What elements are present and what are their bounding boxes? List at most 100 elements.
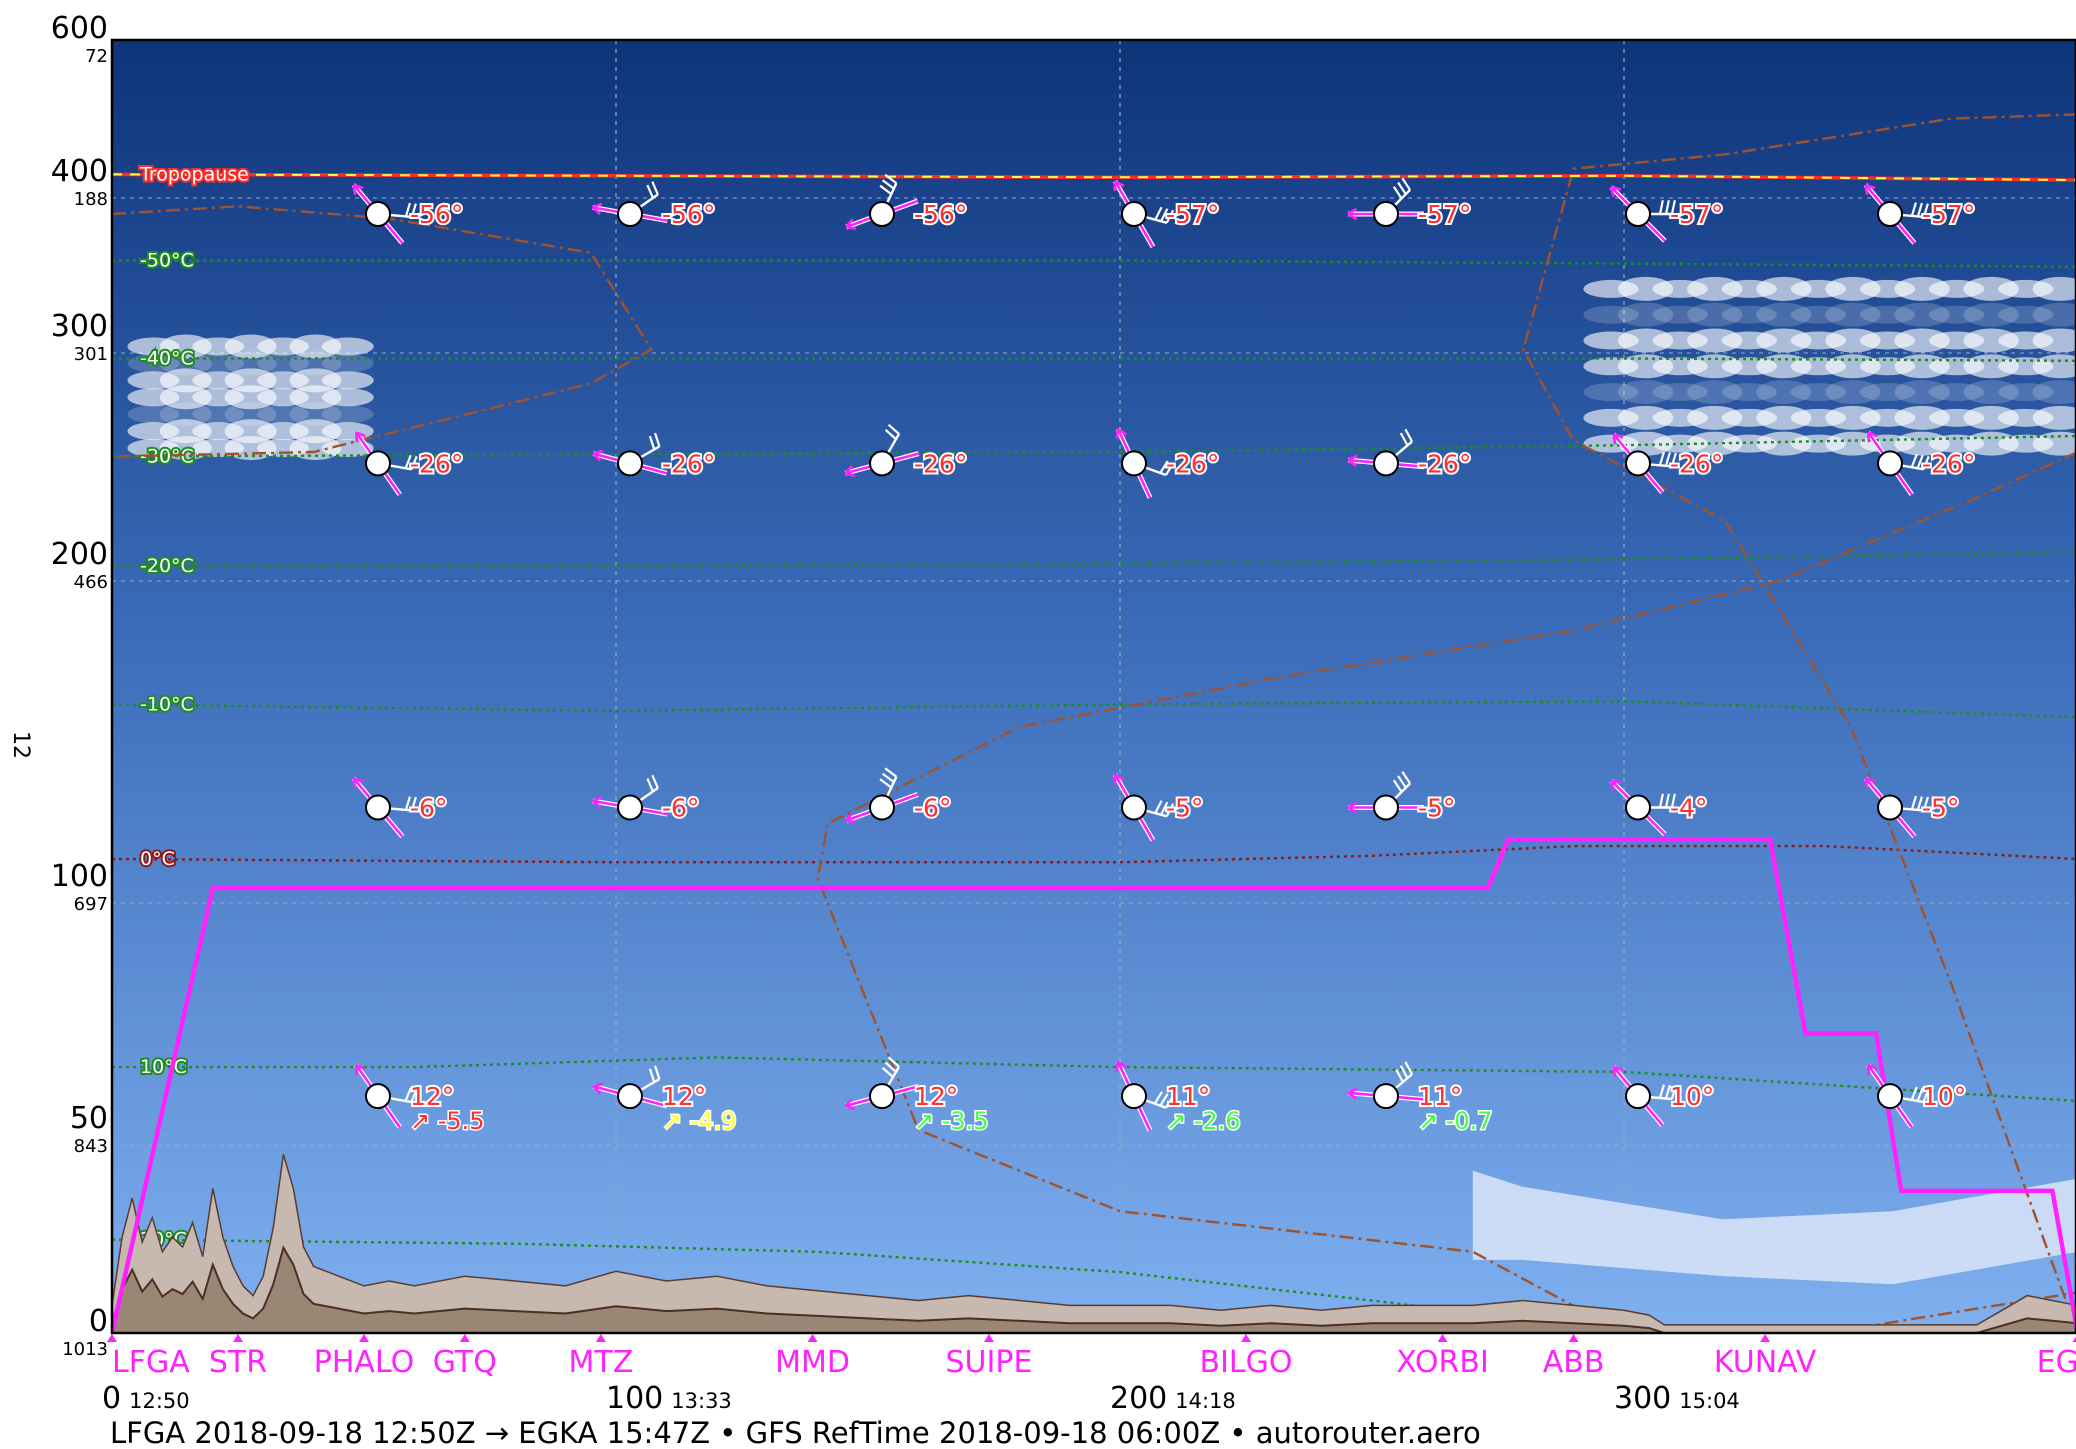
cloud-puff: [1687, 302, 1743, 327]
cloud-puff: [1687, 276, 1743, 301]
temperature-label: 12°: [410, 1082, 454, 1111]
cloud-puff: [1583, 305, 1639, 324]
waypoint-marker: [2072, 1336, 2076, 1342]
cloud-puff: [1894, 431, 1950, 456]
temperature-label: -6°: [914, 794, 951, 823]
wind-barb-layer: -56° -56° -56° -57° -57° -57° -57° -26° -26° -26°…: [351, 173, 1977, 1137]
stability-index-label: ↗ -3.5: [914, 1107, 989, 1135]
cloud-puff: [1928, 305, 1985, 324]
cloud-puff: [1583, 383, 1639, 402]
cloud-puff: [1756, 405, 1812, 430]
waypoint-marker: [359, 1334, 369, 1342]
waypoint-label: BILGO: [1199, 1345, 1292, 1380]
tropopause-layer: Tropopause: [112, 161, 2076, 187]
wind-barb: [845, 173, 919, 231]
cloud-puff: [224, 419, 277, 444]
cloud-puff: [321, 371, 374, 390]
cloud-puff: [1617, 328, 1674, 353]
isotherm-line: [112, 699, 2076, 719]
waypoint-label: MMD: [775, 1345, 850, 1380]
cloud-puff: [1790, 383, 1847, 402]
cloud-puff: [1756, 328, 1812, 353]
wind-barb: [844, 1056, 920, 1110]
cloud-puff: [1687, 354, 1743, 379]
y-tick-label: 50: [70, 1101, 108, 1136]
cloud-puff: [1652, 305, 1708, 324]
cloud-puff: [1825, 354, 1881, 379]
temperature-label: 11°: [1418, 1082, 1462, 1111]
cloud-puff: [159, 419, 212, 444]
cloud-puff: [1859, 305, 1916, 324]
isotherm-label: -40°C: [140, 348, 194, 370]
wind-barb: [1863, 183, 1929, 245]
waypoint-marker: [107, 1334, 117, 1342]
stability-index-label: ↗ -5.5: [410, 1107, 485, 1135]
cloud-puff: [1756, 380, 1812, 405]
cloud-puff: [1963, 302, 2019, 327]
cloud-puff: [321, 388, 374, 407]
waypoint-label: STR: [209, 1345, 267, 1380]
y-tick-label: 400: [51, 154, 108, 189]
wind-barb: [1863, 776, 1929, 839]
cloud-puff: [1963, 380, 2019, 405]
temperature-label: 12°: [662, 1082, 706, 1111]
cloud-puff: [1825, 328, 1881, 353]
waypoint-marker: [1760, 1334, 1771, 1342]
temperature-label: -5°: [1922, 794, 1959, 823]
cloud-puff: [289, 402, 342, 427]
tropopause-label: Tropopause: [139, 163, 249, 185]
temperature-label: -26°: [1670, 449, 1723, 478]
cloud-puff: [1825, 276, 1881, 301]
cloud-puff: [321, 405, 374, 424]
isotherm-line: [112, 357, 2076, 362]
cloud-puff: [159, 385, 212, 410]
waypoint-marker: [1437, 1334, 1448, 1342]
cloud-puff: [224, 402, 277, 427]
temperature-label: -5°: [1166, 794, 1203, 823]
cloud-puff: [1825, 302, 1881, 327]
temperature-label: -26°: [914, 449, 967, 478]
temperature-label: -6°: [410, 794, 447, 823]
y-tick-label: 200: [51, 537, 108, 572]
wind-barb: [1347, 1061, 1425, 1110]
cloud-puff: [321, 354, 374, 373]
wind-barb: [1112, 179, 1175, 249]
wind-barb: [1347, 177, 1424, 227]
plot-area: -50°C-40°C-30°C-20°C-10°C0°C10°C20°C Tro…: [112, 40, 2076, 1333]
waypoint-marker: [1241, 1334, 1251, 1342]
temperature-label: -56°: [662, 200, 715, 229]
plot-background: [112, 40, 2076, 1333]
waypoint-label: PHALO: [314, 1345, 414, 1380]
waypoint-label: ABB: [1543, 1345, 1605, 1380]
cloud-puff: [1825, 380, 1881, 405]
x-tick-label: 200 14:18: [1110, 1381, 1236, 1416]
cloud-puff: [159, 368, 212, 393]
cloud-puff: [1825, 405, 1881, 430]
y-tick-label: 100: [51, 859, 108, 894]
grid-layer: [112, 40, 2076, 1333]
y-tick-pressure: 466: [74, 572, 108, 593]
wind-barb: [1611, 1065, 1677, 1127]
cloud-puff: [224, 368, 277, 393]
cloud-puff: [321, 422, 374, 441]
temperature-label: -26°: [1166, 449, 1219, 478]
cloud-puff: [224, 334, 277, 359]
cloud-puff: [1963, 431, 2019, 456]
y-tick-label: 600: [51, 11, 108, 46]
temperature-label: -26°: [1922, 449, 1975, 478]
y-tick-label: 300: [51, 309, 108, 344]
dew-line: [1521, 113, 2076, 1333]
cloud-puff: [1617, 354, 1674, 379]
cloud-puff: [159, 402, 212, 427]
stability-index-label: ↗ -4.9: [662, 1107, 737, 1135]
cloud-puff: [127, 405, 180, 424]
cloud-puff: [289, 368, 342, 393]
isotherm-line: [112, 844, 2076, 864]
y-tick-label: 0: [89, 1304, 108, 1339]
isotherm-line: [112, 434, 2076, 458]
cloud-puff: [1894, 302, 1950, 327]
temperature-label: -57°: [1418, 200, 1471, 229]
tropopause-dash: [112, 173, 2076, 182]
cloud-puff: [1790, 305, 1847, 324]
